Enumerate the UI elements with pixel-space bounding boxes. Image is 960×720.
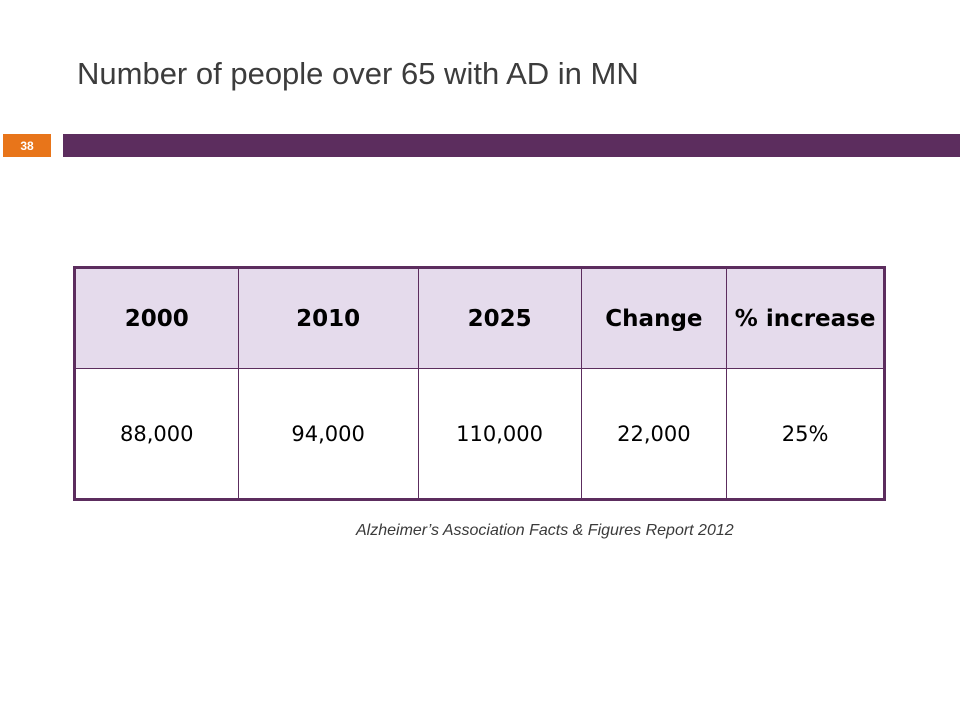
source-citation: Alzheimer’s Association Facts & Figures … <box>356 522 734 539</box>
cell-percent-increase-value: 25% <box>726 368 885 500</box>
header-cell-change: Change <box>580 267 728 369</box>
title-divider-bar <box>63 134 960 157</box>
slide-number-badge: 38 <box>3 134 51 157</box>
cell-change-value: 22,000 <box>580 368 728 500</box>
header-cell-2025: 2025 <box>417 267 582 369</box>
slide-title: Number of people over 65 with AD in MN <box>77 56 639 91</box>
table-row: 88,000 94,000 110,000 22,000 25% <box>74 368 885 500</box>
header-cell-2000: 2000 <box>74 267 239 369</box>
header-cell-percent-increase: % increase <box>726 267 885 369</box>
cell-2000-value: 88,000 <box>74 368 239 500</box>
cell-2025-value: 110,000 <box>417 368 582 500</box>
header-cell-2010: 2010 <box>237 267 419 369</box>
data-table: 2000 2010 2025 Change % increase 88,000 … <box>73 266 886 501</box>
cell-2010-value: 94,000 <box>237 368 419 500</box>
table-header-row: 2000 2010 2025 Change % increase <box>74 267 885 369</box>
